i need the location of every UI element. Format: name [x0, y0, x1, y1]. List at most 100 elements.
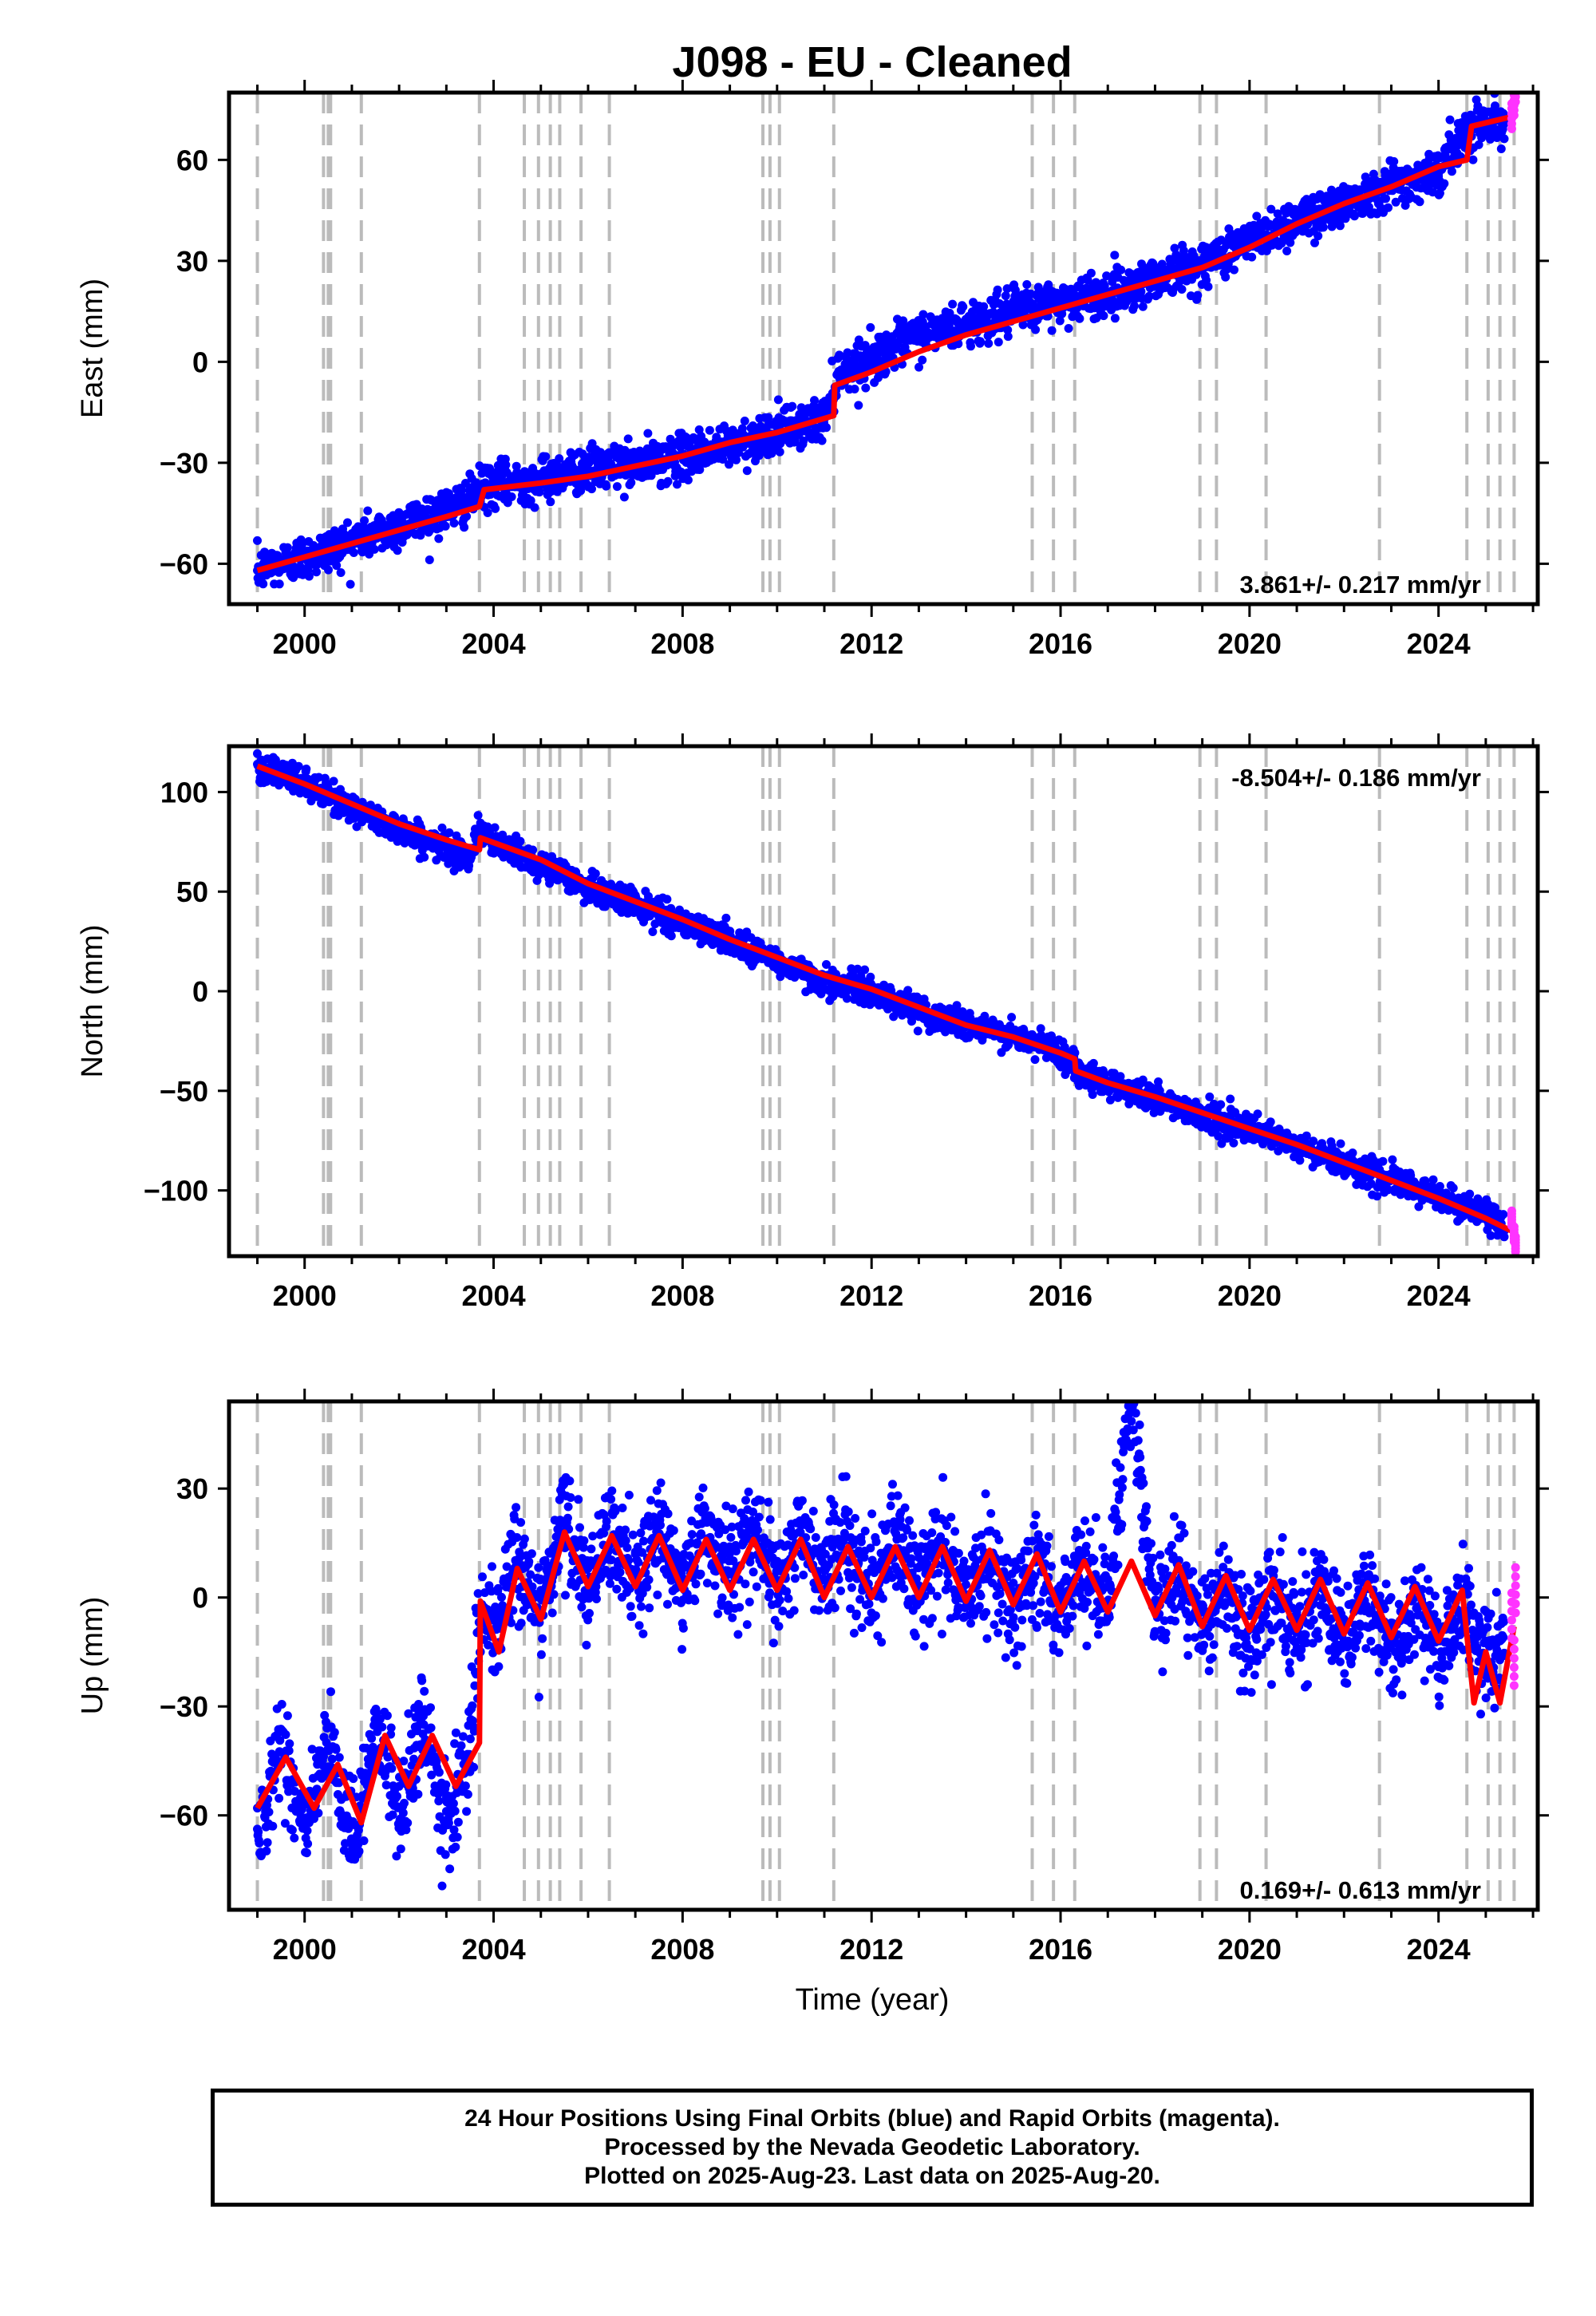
- data-point: [425, 555, 434, 564]
- data-point: [393, 546, 402, 555]
- data-point: [948, 299, 958, 309]
- data-point: [732, 455, 741, 464]
- data-point: [1447, 167, 1456, 176]
- data-point: [1302, 1131, 1311, 1140]
- y-tick-label: 60: [176, 144, 208, 176]
- data-point: [259, 579, 268, 589]
- data-point: [810, 396, 819, 405]
- x-tick-label: 2020: [1218, 627, 1282, 660]
- data-point: [346, 579, 355, 589]
- data-point: [994, 338, 1003, 347]
- data-point: [462, 512, 472, 521]
- data-point: [867, 354, 876, 363]
- data-point: [914, 330, 923, 340]
- data-point: [1226, 1094, 1235, 1104]
- data-point: [1468, 155, 1478, 164]
- data-point: [740, 417, 749, 425]
- data-point: [918, 355, 927, 365]
- rapid-orbit-points: [1507, 93, 1520, 133]
- data-point: [1177, 285, 1187, 294]
- data-point: [993, 285, 1002, 294]
- data-point: [460, 523, 469, 532]
- data-point: [788, 401, 797, 411]
- x-tick-label: 2000: [273, 627, 337, 660]
- data-point: [304, 571, 314, 581]
- data-point: [866, 972, 875, 982]
- data-point: [1314, 231, 1323, 241]
- data-point: [491, 504, 500, 513]
- data-point: [773, 395, 783, 405]
- data-point: [1349, 211, 1359, 221]
- data-point: [817, 436, 827, 445]
- data-point: [490, 823, 500, 832]
- data-point: [1252, 211, 1262, 221]
- data-point: [663, 476, 673, 486]
- data-point: [1088, 1058, 1098, 1068]
- data-point: [962, 320, 971, 330]
- data-point: [705, 425, 714, 435]
- data-point: [695, 465, 705, 474]
- data-point: [913, 1026, 922, 1036]
- data-point: [457, 485, 467, 495]
- data-point: [1003, 332, 1013, 342]
- data-point: [440, 521, 450, 531]
- data-point: [1110, 251, 1120, 260]
- data-point: [1138, 302, 1148, 311]
- data-point: [1056, 296, 1065, 306]
- data-point: [650, 919, 660, 929]
- data-point: [842, 994, 851, 1003]
- data-point: [360, 516, 369, 525]
- data-point: [1273, 209, 1282, 219]
- data-point: [507, 492, 516, 501]
- data-point: [312, 567, 321, 577]
- data-point: [989, 307, 998, 317]
- data-point: [860, 965, 870, 974]
- data-point: [1102, 271, 1112, 281]
- data-point: [1116, 1072, 1125, 1081]
- data-point: [1435, 188, 1444, 198]
- final-orbit-points: [253, 93, 1510, 589]
- data-point: [1496, 144, 1506, 153]
- data-point: [822, 423, 831, 433]
- data-point: [1001, 291, 1010, 301]
- data-point: [1310, 238, 1319, 247]
- data-point: [623, 434, 633, 444]
- data-point: [1116, 265, 1126, 275]
- data-point: [1445, 115, 1455, 124]
- data-point: [1003, 325, 1013, 334]
- data-point: [426, 525, 435, 534]
- data-point: [1055, 316, 1065, 326]
- data-point: [1193, 290, 1203, 300]
- data-point: [673, 480, 681, 489]
- y-tick-label: −30: [160, 447, 208, 480]
- data-point: [332, 561, 342, 571]
- y-tick-label: −60: [160, 547, 208, 580]
- y-tick-label: 30: [176, 245, 208, 278]
- data-point: [1282, 247, 1292, 255]
- data-point: [530, 503, 539, 512]
- data-point: [1007, 1013, 1017, 1022]
- data-point: [1203, 282, 1213, 291]
- x-tick-label: 2024: [1407, 627, 1471, 660]
- y-axis-label: East (mm): [76, 279, 109, 418]
- data-point: [591, 869, 600, 879]
- x-tick-label: 2012: [839, 627, 903, 660]
- data-point: [683, 476, 693, 484]
- data-point: [1389, 156, 1399, 166]
- data-point: [979, 302, 989, 311]
- event-lines: [255, 93, 1516, 604]
- data-point: [1214, 1132, 1223, 1141]
- data-point: [889, 1012, 899, 1022]
- data-point: [1110, 314, 1120, 323]
- data-point: [1144, 291, 1154, 301]
- data-point: [1136, 287, 1146, 296]
- rate-label: 3.861+/- 0.217 mm/yr: [1240, 571, 1481, 599]
- data-point: [1266, 1117, 1275, 1127]
- data-point: [1391, 197, 1400, 207]
- data-point: [541, 452, 551, 461]
- data-point: [1364, 202, 1373, 211]
- data-point: [1474, 140, 1483, 149]
